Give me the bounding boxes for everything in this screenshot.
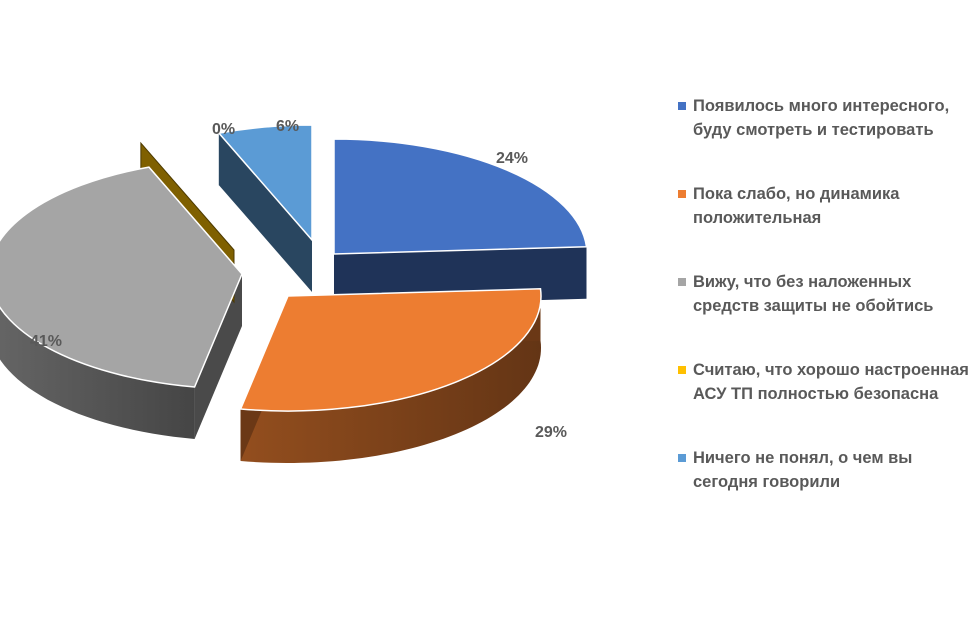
pie-slice xyxy=(333,138,588,255)
pie-slice xyxy=(217,124,313,243)
pie-tops xyxy=(0,124,588,412)
pie-labels: 24% 29% 41% 0% 6% xyxy=(30,118,567,441)
legend-label: Считаю, что хорошо настроенная АСУ ТП по… xyxy=(693,361,969,403)
pie-slice xyxy=(0,166,243,388)
data-label: 29% xyxy=(535,424,567,441)
pie-slice-radial-wall xyxy=(218,133,312,292)
data-label: 41% xyxy=(30,333,62,350)
data-label: 24% xyxy=(496,150,528,167)
legend-label: Пока слабо, но динамика положительная xyxy=(693,185,900,227)
legend-item: Ничего не понял, о чем вы сегодня говори… xyxy=(676,446,976,494)
legend-swatch xyxy=(678,278,686,286)
legend-label: Вижу, что без наложенных средств защиты … xyxy=(693,273,934,315)
legend-swatch xyxy=(678,190,686,198)
pie-slice-side xyxy=(240,288,541,463)
legend: Появилось много интересного, буду смотре… xyxy=(676,94,976,534)
legend-item: Появилось много интересного, буду смотре… xyxy=(676,94,976,142)
legend-item: Пока слабо, но динамика положительная xyxy=(676,182,976,230)
legend-label: Ничего не понял, о чем вы сегодня говори… xyxy=(693,449,913,491)
legend-swatch xyxy=(678,102,686,110)
pie-slice-radial-wall xyxy=(194,274,242,439)
legend-label: Появилось много интересного, буду смотре… xyxy=(693,97,950,139)
legend-swatch xyxy=(678,454,686,462)
legend-item: Вижу, что без наложенных средств защиты … xyxy=(676,270,976,318)
data-label: 6% xyxy=(276,118,299,135)
data-label: 0% xyxy=(212,121,235,138)
pie-slice xyxy=(239,288,542,412)
legend-item: Считаю, что хорошо настроенная АСУ ТП по… xyxy=(676,358,976,406)
legend-swatch xyxy=(678,366,686,374)
